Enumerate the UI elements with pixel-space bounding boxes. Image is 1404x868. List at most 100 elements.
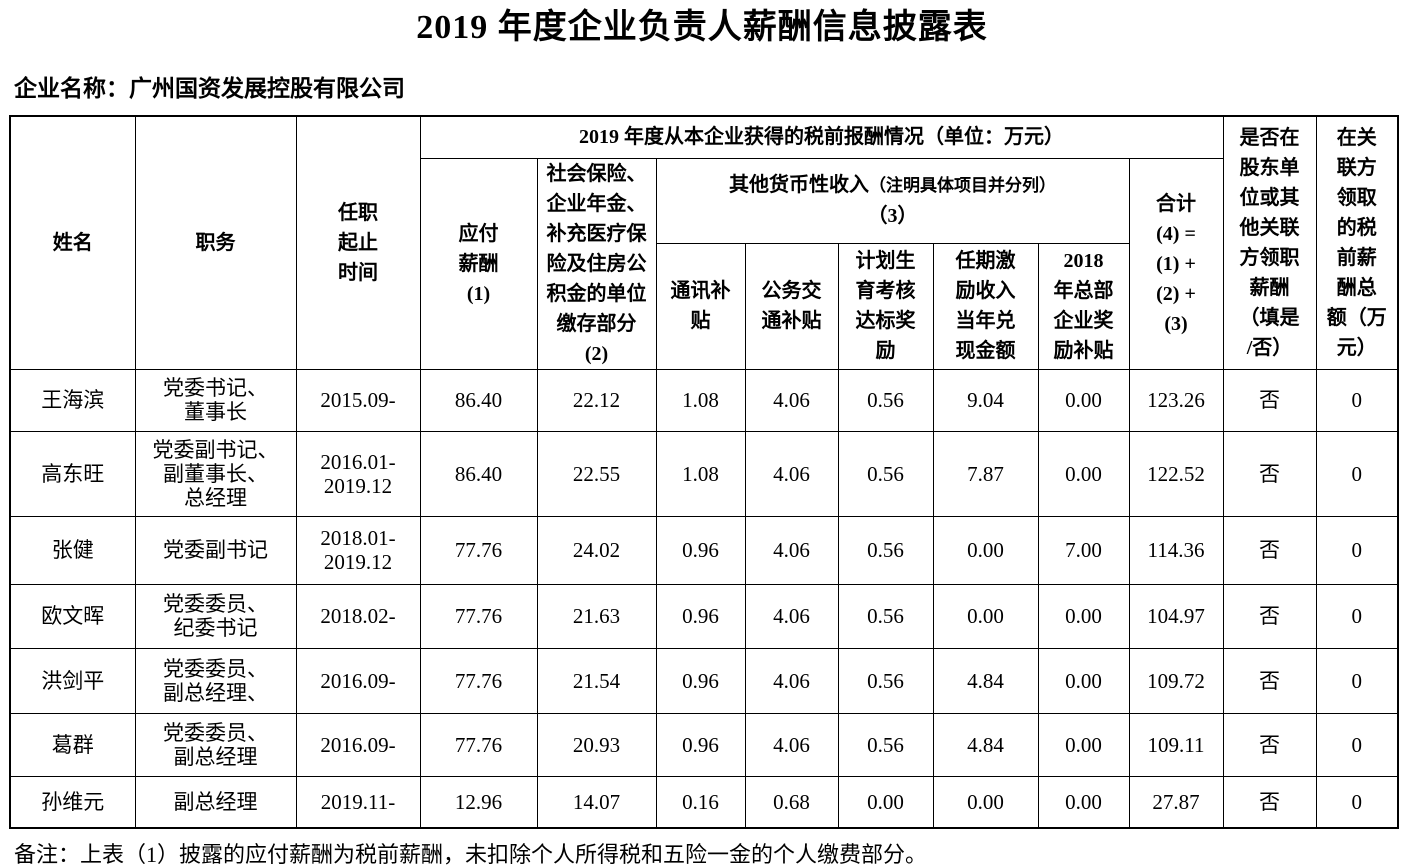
cell-incentive: 0.00 [932, 775, 1039, 829]
header-tenure-incentive: 任期激 励收入 当年兑 现金额 [932, 243, 1039, 370]
cell-hq: 0.00 [1037, 583, 1130, 649]
cell-incentive: 0.00 [932, 583, 1039, 649]
cell-transport: 4.06 [744, 583, 839, 649]
other-income-number: （3） [867, 205, 918, 228]
header-payable-salary: 应付 薪酬 (1) [419, 157, 538, 370]
table-row: 高东旺 党委副书记、 副董事长、 总经理 2016.01- 2019.12 86… [9, 430, 1399, 517]
cell-family: 0.56 [837, 647, 934, 714]
header-related-party-total: 在关 联方 领取 的税 前薪 酬总 额（万 元） [1315, 115, 1399, 370]
cell-total: 114.36 [1128, 515, 1224, 585]
cell-position: 党委委员、 副总经理、 [134, 647, 297, 714]
cell-family: 0.56 [837, 515, 934, 585]
other-income-title: 其他货币性收入 [729, 174, 869, 197]
cell-shareholder: 否 [1222, 515, 1317, 585]
header-pretax-group: 2019 年度从本企业获得的税前报酬情况（单位：万元） [419, 115, 1224, 159]
cell-related: 0 [1315, 368, 1399, 432]
cell-position: 党委委员、 副总经理 [134, 712, 297, 777]
cell-period: 2018.02- [295, 583, 421, 649]
cell-total: 123.26 [1128, 368, 1224, 432]
cell-payable: 86.40 [419, 368, 538, 432]
cell-incentive: 4.84 [932, 712, 1039, 777]
cell-comm: 0.96 [655, 583, 746, 649]
cell-period: 2016.09- [295, 712, 421, 777]
cell-payable: 77.76 [419, 515, 538, 585]
cell-transport: 4.06 [744, 515, 839, 585]
cell-payable: 86.40 [419, 430, 538, 517]
cell-position: 党委副书记、 副董事长、 总经理 [134, 430, 297, 517]
cell-shareholder: 否 [1222, 368, 1317, 432]
cell-transport: 0.68 [744, 775, 839, 829]
cell-related: 0 [1315, 515, 1399, 585]
cell-transport: 4.06 [744, 430, 839, 517]
cell-name: 洪剑平 [9, 647, 136, 714]
cell-position: 副总经理 [134, 775, 297, 829]
header-social-insurance: 社会保险、 企业年金、 补充医疗保 险及住房公 积金的单位 缴存部分 (2) [536, 157, 657, 370]
cell-comm: 0.96 [655, 712, 746, 777]
other-income-note: （注明具体项目并分列） [869, 176, 1056, 196]
cell-name: 葛群 [9, 712, 136, 777]
header-comm-subsidy: 通讯补 贴 [655, 243, 746, 370]
header-name: 姓名 [9, 115, 136, 370]
cell-name: 高东旺 [9, 430, 136, 517]
cell-related: 0 [1315, 647, 1399, 714]
header-other-income-group: 其他货币性收入（注明具体项目并分列） （3） [655, 157, 1130, 245]
table-row: 欧文晖 党委委员、 纪委书记 2018.02- 77.76 21.63 0.96… [9, 583, 1399, 649]
cell-hq: 0.00 [1037, 647, 1130, 714]
header-row-3: 通讯补 贴 公务交 通补贴 计划生 育考核 达标奖 励 任期激 励收入 当年兑 … [10, 243, 1398, 370]
cell-family: 0.56 [837, 430, 934, 517]
cell-family: 0.56 [837, 712, 934, 777]
cell-period: 2019.11- [295, 775, 421, 829]
cell-hq: 0.00 [1037, 430, 1130, 517]
cell-hq: 7.00 [1037, 515, 1130, 585]
cell-comm: 0.96 [655, 515, 746, 585]
cell-transport: 4.06 [744, 368, 839, 432]
cell-comm: 1.08 [655, 368, 746, 432]
cell-position: 党委书记、 董事长 [134, 368, 297, 432]
footnote: 备注：上表（1）披露的应付薪酬为税前薪酬，未扣除个人所得税和五险一金的个人缴费部… [14, 842, 928, 867]
cell-incentive: 7.87 [932, 430, 1039, 517]
cell-social: 22.12 [536, 368, 657, 432]
cell-payable: 77.76 [419, 583, 538, 649]
cell-social: 20.93 [536, 712, 657, 777]
header-total: 合计 (4) = (1) + (2) + (3) [1128, 157, 1224, 370]
cell-related: 0 [1315, 430, 1399, 517]
cell-social: 14.07 [536, 775, 657, 829]
cell-shareholder: 否 [1222, 775, 1317, 829]
cell-hq: 0.00 [1037, 368, 1130, 432]
cell-comm: 0.16 [655, 775, 746, 829]
cell-payable: 77.76 [419, 647, 538, 714]
cell-social: 21.54 [536, 647, 657, 714]
cell-hq: 0.00 [1037, 712, 1130, 777]
cell-total: 104.97 [1128, 583, 1224, 649]
header-transport-subsidy: 公务交 通补贴 [744, 243, 839, 370]
cell-transport: 4.06 [744, 712, 839, 777]
cell-family: 0.56 [837, 368, 934, 432]
table-row: 孙维元 副总经理 2019.11- 12.96 14.07 0.16 0.68 … [9, 775, 1399, 829]
cell-period: 2016.09- [295, 647, 421, 714]
salary-disclosure-table: 姓名 职务 任职 起止 时间 2019 年度从本企业获得的税前报酬情况（单位：万… [9, 115, 1399, 829]
table-row: 葛群 党委委员、 副总经理 2016.09- 77.76 20.93 0.96 … [9, 712, 1399, 777]
cell-position: 党委副书记 [134, 515, 297, 585]
cell-family: 0.56 [837, 583, 934, 649]
cell-period: 2016.01- 2019.12 [295, 430, 421, 517]
cell-comm: 0.96 [655, 647, 746, 714]
cell-name: 张健 [9, 515, 136, 585]
cell-related: 0 [1315, 583, 1399, 649]
header-hq-bonus-2018: 2018 年总部 企业奖 励补贴 [1037, 243, 1130, 370]
cell-period: 2015.09- [295, 368, 421, 432]
cell-incentive: 0.00 [932, 515, 1039, 585]
table-row: 王海滨 党委书记、 董事长 2015.09- 86.40 22.12 1.08 … [9, 368, 1399, 432]
cell-shareholder: 否 [1222, 430, 1317, 517]
cell-total: 27.87 [1128, 775, 1224, 829]
header-family-planning-award: 计划生 育考核 达标奖 励 [837, 243, 934, 370]
cell-total: 109.72 [1128, 647, 1224, 714]
cell-related: 0 [1315, 712, 1399, 777]
cell-name: 欧文晖 [9, 583, 136, 649]
cell-incentive: 9.04 [932, 368, 1039, 432]
cell-total: 122.52 [1128, 430, 1224, 517]
cell-payable: 77.76 [419, 712, 538, 777]
cell-position: 党委委员、 纪委书记 [134, 583, 297, 649]
header-row-1: 姓名 职务 任职 起止 时间 2019 年度从本企业获得的税前报酬情况（单位：万… [9, 115, 1399, 370]
table-row: 张健 党委副书记 2018.01- 2019.12 77.76 24.02 0.… [9, 515, 1399, 585]
cell-period: 2018.01- 2019.12 [295, 515, 421, 585]
